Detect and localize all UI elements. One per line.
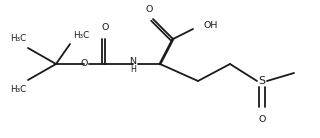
Text: H₃C: H₃C <box>10 85 26 94</box>
Text: O: O <box>258 115 266 124</box>
Text: O: O <box>80 59 88 68</box>
Text: O: O <box>101 23 109 32</box>
Text: O: O <box>145 5 153 14</box>
Text: H₃C: H₃C <box>10 34 26 43</box>
Text: OH: OH <box>203 21 217 30</box>
Text: N: N <box>130 56 137 66</box>
Text: H₃C: H₃C <box>73 31 89 40</box>
Text: H: H <box>130 64 136 74</box>
Text: S: S <box>259 76 266 86</box>
